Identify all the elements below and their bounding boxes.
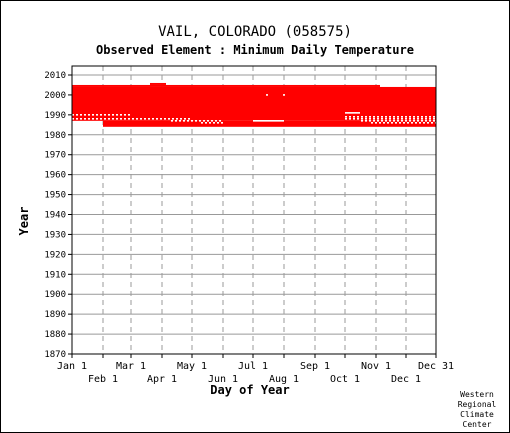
x-tick-label: Feb 1 [88,374,118,385]
x-axis-label: Day of Year [210,383,290,397]
x-tick-label: Dec 31 [418,361,454,372]
x-tick-label: Dec 1 [391,374,421,385]
y-tick-label: 1900 [44,290,66,300]
y-tick-label: 2010 [44,71,66,81]
x-tick-label: Sep 1 [300,361,330,372]
credit-line: Climate [460,410,494,419]
y-tick-label: 1940 [44,211,66,221]
data-block [103,120,436,127]
x-tick-label: Apr 1 [147,374,177,385]
y-tick-label: 1910 [44,270,66,280]
plot-border [71,65,437,355]
x-tick-label: Jul 1 [238,361,268,372]
data-block [72,84,380,87]
data-block [72,86,436,121]
x-tick-label: Aug 1 [269,374,299,385]
x-tick-label: Jan 1 [57,361,87,372]
x-tick-label: Mar 1 [116,361,146,372]
y-tick-label: 1870 [44,350,66,360]
chart-subtitle: Observed Element : Minimum Daily Tempera… [96,43,414,57]
x-tick-label: Nov 1 [361,361,391,372]
y-tick-label: 1950 [44,191,66,201]
x-tick-label: Jun 1 [208,374,238,385]
y-tick-label: 1890 [44,310,66,320]
x-tick-label: May 1 [177,361,207,372]
credit-label: Western Regional Climate Center [452,390,502,430]
credit-line: Center [462,420,492,429]
y-tick-label: 1990 [44,111,66,121]
credit-line: Western [460,390,494,399]
chart-title: VAIL, COLORADO (058575) [158,24,352,40]
y-tick-label: 1880 [44,330,66,340]
y-tick-label: 2000 [44,91,66,101]
y-tick-label: 1970 [44,151,66,161]
y-tick-label: 1920 [44,250,66,260]
y-tick-label: 1960 [44,171,66,181]
x-tick-label: Oct 1 [330,374,360,385]
credit-line: Regional [457,400,497,409]
y-tick-label: 1980 [44,131,66,141]
y-tick-label: 1930 [44,230,66,240]
data-block [150,82,166,85]
